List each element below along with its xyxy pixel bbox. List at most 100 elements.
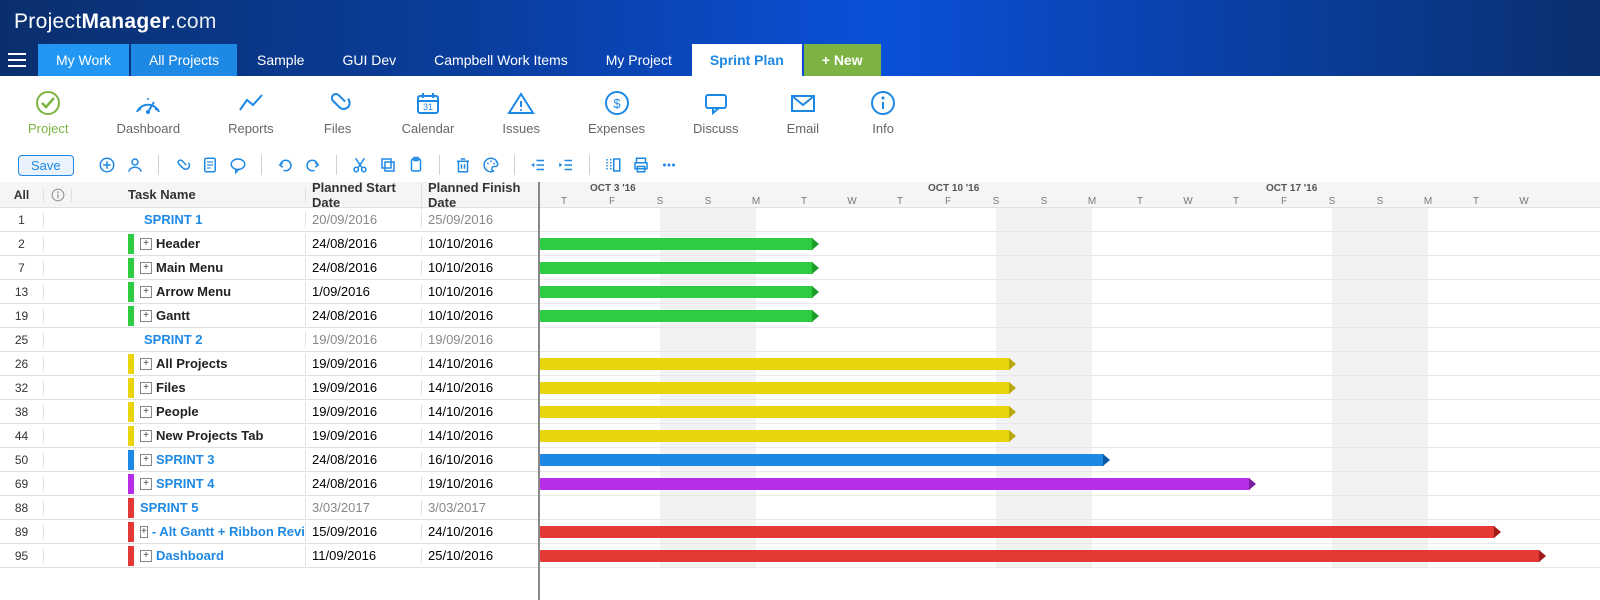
undo-button[interactable] — [272, 152, 298, 178]
finish-date[interactable]: 25/10/2016 — [422, 548, 538, 563]
finish-date[interactable]: 14/10/2016 — [422, 380, 538, 395]
task-name-cell[interactable]: +SPRINT 4 — [120, 474, 306, 494]
finish-date[interactable]: 14/10/2016 — [422, 356, 538, 371]
start-date[interactable]: 24/08/2016 — [306, 236, 422, 251]
tab-campbell-work-items[interactable]: Campbell Work Items — [416, 44, 586, 76]
task-name-cell[interactable]: SPRINT 2 — [120, 332, 306, 347]
add-button[interactable] — [94, 152, 120, 178]
finish-date[interactable]: 10/10/2016 — [422, 236, 538, 251]
task-name-cell[interactable]: +New Projects Tab — [120, 426, 306, 446]
ribbon-calendar[interactable]: 31Calendar — [402, 89, 455, 136]
task-name-cell[interactable]: SPRINT 1 — [120, 212, 306, 227]
gantt-bar[interactable] — [540, 406, 1010, 418]
tab-sample[interactable]: Sample — [239, 44, 322, 76]
task-row[interactable]: 88SPRINT 53/03/20173/03/2017 — [0, 496, 538, 520]
task-row[interactable]: 69+SPRINT 424/08/201619/10/2016 — [0, 472, 538, 496]
start-date[interactable]: 3/03/2017 — [306, 500, 422, 515]
gantt-bar[interactable] — [540, 550, 1540, 562]
ribbon-dashboard[interactable]: Dashboard — [116, 89, 180, 136]
start-date[interactable]: 19/09/2016 — [306, 332, 422, 347]
tab-my-project[interactable]: My Project — [588, 44, 690, 76]
task-name-cell[interactable]: +- Alt Gantt + Ribbon Revisio — [120, 522, 306, 542]
start-date[interactable]: 15/09/2016 — [306, 524, 422, 539]
task-row[interactable]: 32+Files19/09/201614/10/2016 — [0, 376, 538, 400]
finish-date[interactable]: 19/09/2016 — [422, 332, 538, 347]
copy-button[interactable] — [375, 152, 401, 178]
task-row[interactable]: 1SPRINT 120/09/201625/09/2016 — [0, 208, 538, 232]
columns-button[interactable] — [600, 152, 626, 178]
start-date[interactable]: 20/09/2016 — [306, 212, 422, 227]
task-name-cell[interactable]: +Main Menu — [120, 258, 306, 278]
attach-button[interactable] — [169, 152, 195, 178]
ribbon-discuss[interactable]: Discuss — [693, 89, 739, 136]
task-row[interactable]: 19+Gantt24/08/201610/10/2016 — [0, 304, 538, 328]
task-name-cell[interactable]: +Dashboard — [120, 546, 306, 566]
expand-icon[interactable]: + — [140, 550, 152, 562]
tab-my-work[interactable]: My Work — [38, 44, 129, 76]
finish-date[interactable]: 14/10/2016 — [422, 404, 538, 419]
task-row[interactable]: 89+- Alt Gantt + Ribbon Revisio15/09/201… — [0, 520, 538, 544]
expand-icon[interactable]: + — [140, 310, 152, 322]
task-row[interactable]: 50+SPRINT 324/08/201616/10/2016 — [0, 448, 538, 472]
gantt-bar[interactable] — [540, 454, 1104, 466]
task-row[interactable]: 7+Main Menu24/08/201610/10/2016 — [0, 256, 538, 280]
expand-icon[interactable]: + — [140, 286, 152, 298]
gantt-bar[interactable] — [540, 526, 1495, 538]
task-row[interactable]: 95+Dashboard11/09/201625/10/2016 — [0, 544, 538, 568]
gantt-bar[interactable] — [540, 286, 813, 298]
start-date[interactable]: 19/09/2016 — [306, 428, 422, 443]
col-all[interactable]: All — [0, 188, 44, 202]
expand-icon[interactable]: + — [140, 382, 152, 394]
tab-sprint-plan[interactable]: Sprint Plan — [692, 44, 802, 76]
finish-date[interactable]: 19/10/2016 — [422, 476, 538, 491]
gantt-bar[interactable] — [540, 262, 813, 274]
col-task-name[interactable]: Task Name — [120, 187, 306, 202]
col-finish[interactable]: Planned Finish Date — [422, 182, 538, 210]
task-row[interactable]: 13+Arrow Menu1/09/201610/10/2016 — [0, 280, 538, 304]
expand-icon[interactable]: + — [140, 358, 152, 370]
start-date[interactable]: 24/08/2016 — [306, 476, 422, 491]
assign-button[interactable] — [122, 152, 148, 178]
save-button[interactable]: Save — [18, 155, 74, 176]
start-date[interactable]: 19/09/2016 — [306, 356, 422, 371]
expand-icon[interactable]: + — [140, 478, 152, 490]
gantt-bar[interactable] — [540, 358, 1010, 370]
finish-date[interactable]: 10/10/2016 — [422, 308, 538, 323]
palette-button[interactable] — [478, 152, 504, 178]
comment-button[interactable] — [225, 152, 251, 178]
col-start[interactable]: Planned Start Date — [306, 182, 422, 210]
finish-date[interactable]: 14/10/2016 — [422, 428, 538, 443]
start-date[interactable]: 19/09/2016 — [306, 380, 422, 395]
start-date[interactable]: 11/09/2016 — [306, 548, 422, 563]
ribbon-info[interactable]: Info — [867, 89, 899, 136]
finish-date[interactable]: 10/10/2016 — [422, 284, 538, 299]
start-date[interactable]: 24/08/2016 — [306, 308, 422, 323]
task-name-cell[interactable]: SPRINT 5 — [120, 498, 306, 518]
gantt-bar[interactable] — [540, 430, 1010, 442]
task-name-cell[interactable]: +Files — [120, 378, 306, 398]
task-name-cell[interactable]: +All Projects — [120, 354, 306, 374]
menu-icon[interactable] — [8, 44, 38, 76]
finish-date[interactable]: 24/10/2016 — [422, 524, 538, 539]
paste-button[interactable] — [403, 152, 429, 178]
finish-date[interactable]: 16/10/2016 — [422, 452, 538, 467]
task-name-cell[interactable]: +People — [120, 402, 306, 422]
expand-icon[interactable]: + — [140, 454, 152, 466]
start-date[interactable]: 24/08/2016 — [306, 452, 422, 467]
gantt-bar[interactable] — [540, 478, 1250, 490]
finish-date[interactable]: 10/10/2016 — [422, 260, 538, 275]
task-name-cell[interactable]: +SPRINT 3 — [120, 450, 306, 470]
task-row[interactable]: 26+All Projects19/09/201614/10/2016 — [0, 352, 538, 376]
ribbon-reports[interactable]: Reports — [228, 89, 274, 136]
ribbon-issues[interactable]: Issues — [502, 89, 540, 136]
expand-icon[interactable]: + — [140, 406, 152, 418]
delete-button[interactable] — [450, 152, 476, 178]
gantt-bar[interactable] — [540, 382, 1010, 394]
expand-icon[interactable]: + — [140, 430, 152, 442]
print-button[interactable] — [628, 152, 654, 178]
ribbon-project[interactable]: Project — [28, 89, 68, 136]
ribbon-files[interactable]: Files — [322, 89, 354, 136]
gantt-bar[interactable] — [540, 238, 813, 250]
finish-date[interactable]: 25/09/2016 — [422, 212, 538, 227]
task-row[interactable]: 44+New Projects Tab19/09/201614/10/2016 — [0, 424, 538, 448]
